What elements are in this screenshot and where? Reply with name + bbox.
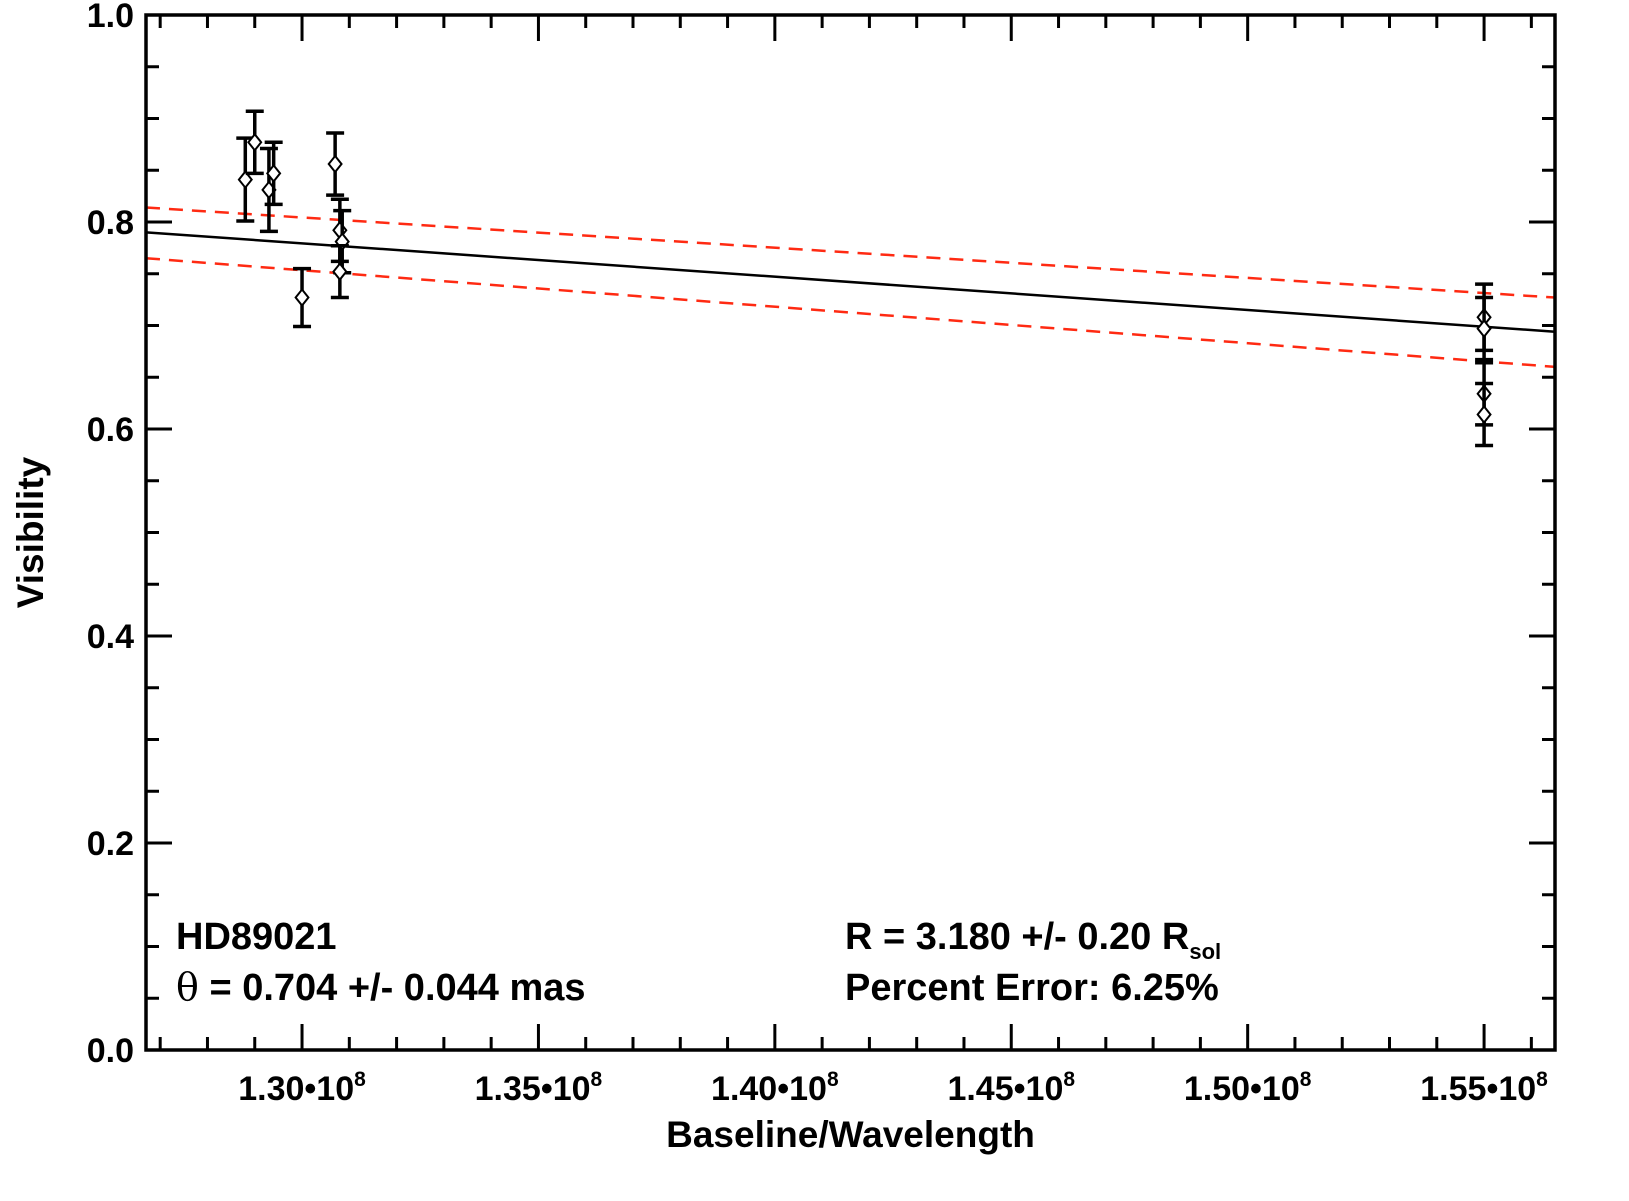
radius-subscript: sol (1189, 939, 1221, 964)
diamond-marker (294, 287, 310, 308)
diamond-marker (1476, 404, 1492, 425)
data-point (236, 136, 255, 223)
diamond-marker (237, 169, 253, 190)
y-tick-label: 0.8 (87, 204, 134, 242)
angular-diameter-annotation: θ = 0.704 +/- 0.044 mas (176, 965, 586, 1009)
data-point (330, 244, 349, 300)
axis-ticks (146, 13, 1555, 1052)
radius-annotation: R = 3.180 +/- 0.20 Rsol (845, 916, 1221, 964)
data-point (264, 140, 283, 207)
x-tick-label: 1.50•108 (1184, 1068, 1312, 1108)
data-point (245, 109, 264, 176)
theta-symbol: θ (176, 965, 199, 1009)
error-bound-line (145, 256, 1556, 369)
x-tick-label: 1.30•108 (238, 1068, 366, 1108)
y-tick-label: 1.0 (87, 0, 134, 35)
y-axis-title: Visibility (10, 456, 51, 608)
x-tick-label: 1.45•108 (947, 1068, 1075, 1108)
data-point (1475, 295, 1494, 362)
error-bound-line (145, 206, 1556, 299)
data-points (236, 109, 1494, 448)
x-tick-label: 1.40•108 (711, 1068, 839, 1108)
x-tick-label: 1.35•108 (475, 1068, 603, 1108)
x-tick-label: 1.55•108 (1420, 1068, 1548, 1108)
diamond-marker (327, 154, 343, 174)
theta-value: = 0.704 +/- 0.044 mas (199, 967, 586, 1009)
diamond-marker (247, 132, 263, 152)
diamond-marker (1476, 319, 1492, 339)
radius-value: R = 3.180 +/- 0.20 R (845, 916, 1189, 958)
plot-frame (144, 13, 1557, 1052)
star-name-annotation: HD89021 (176, 916, 337, 958)
data-point (293, 266, 312, 329)
fit-lines (145, 206, 1556, 369)
diamond-marker (332, 262, 348, 282)
y-tick-labels: 0.0 0.2 0.4 0.6 0.8 1.0 (87, 0, 134, 1070)
y-tick-label: 0.2 (87, 825, 134, 863)
x-axis-title: Baseline/Wavelength (666, 1114, 1035, 1155)
fit-line (145, 231, 1556, 333)
percent-error-annotation: Percent Error: 6.25% (845, 967, 1219, 1009)
data-point (326, 131, 345, 197)
diamond-marker (265, 163, 282, 183)
y-tick-label: 0.4 (87, 618, 134, 656)
y-tick-label: 0.6 (87, 411, 134, 449)
y-tick-label: 0.0 (87, 1032, 134, 1070)
x-tick-labels: 1.30•108 1.35•108 1.40•108 1.45•108 1.50•108… (238, 1068, 1548, 1108)
data-point (1475, 381, 1494, 448)
